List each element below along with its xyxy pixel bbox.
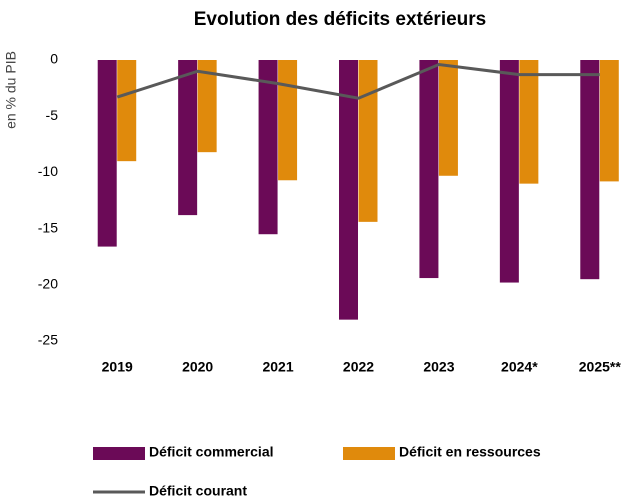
y-tick-label: -15 bbox=[38, 219, 58, 235]
x-tick-label: 2024* bbox=[501, 359, 538, 375]
line-series bbox=[116, 62, 600, 100]
legend-label: Déficit commercial bbox=[149, 444, 274, 460]
x-tick-label: 2025** bbox=[579, 359, 622, 375]
y-tick-label: -25 bbox=[38, 332, 58, 348]
x-tick-label: 2021 bbox=[262, 359, 293, 375]
y-tick-label: 0 bbox=[50, 51, 58, 67]
bar bbox=[519, 60, 539, 184]
legend-swatch bbox=[343, 447, 395, 460]
bar bbox=[599, 60, 619, 182]
x-tick-label: 2022 bbox=[343, 359, 374, 375]
y-tick-label: -20 bbox=[38, 276, 58, 292]
x-tick-label: 2019 bbox=[102, 359, 133, 375]
bar bbox=[258, 60, 278, 235]
bar bbox=[499, 60, 519, 283]
bar bbox=[117, 60, 137, 162]
legend-label: Déficit courant bbox=[149, 483, 247, 499]
y-tick-label: -5 bbox=[46, 107, 59, 123]
bar bbox=[339, 60, 358, 320]
chart-title: Evolution des déficits extérieurs bbox=[194, 9, 486, 30]
legend-swatch bbox=[93, 447, 145, 460]
bar bbox=[358, 60, 378, 222]
bar bbox=[197, 60, 217, 153]
legend-label: Déficit en ressources bbox=[399, 444, 541, 460]
x-tick-label: 2023 bbox=[423, 359, 454, 375]
bar bbox=[438, 60, 458, 176]
bar bbox=[278, 60, 298, 181]
bar bbox=[178, 60, 198, 216]
bar bbox=[419, 60, 439, 279]
x-tick-label: 2020 bbox=[182, 359, 213, 375]
bar bbox=[580, 60, 600, 280]
y-axis-label: en % du PIB bbox=[3, 51, 19, 129]
y-tick-label: -10 bbox=[38, 163, 58, 179]
bar bbox=[97, 60, 117, 247]
